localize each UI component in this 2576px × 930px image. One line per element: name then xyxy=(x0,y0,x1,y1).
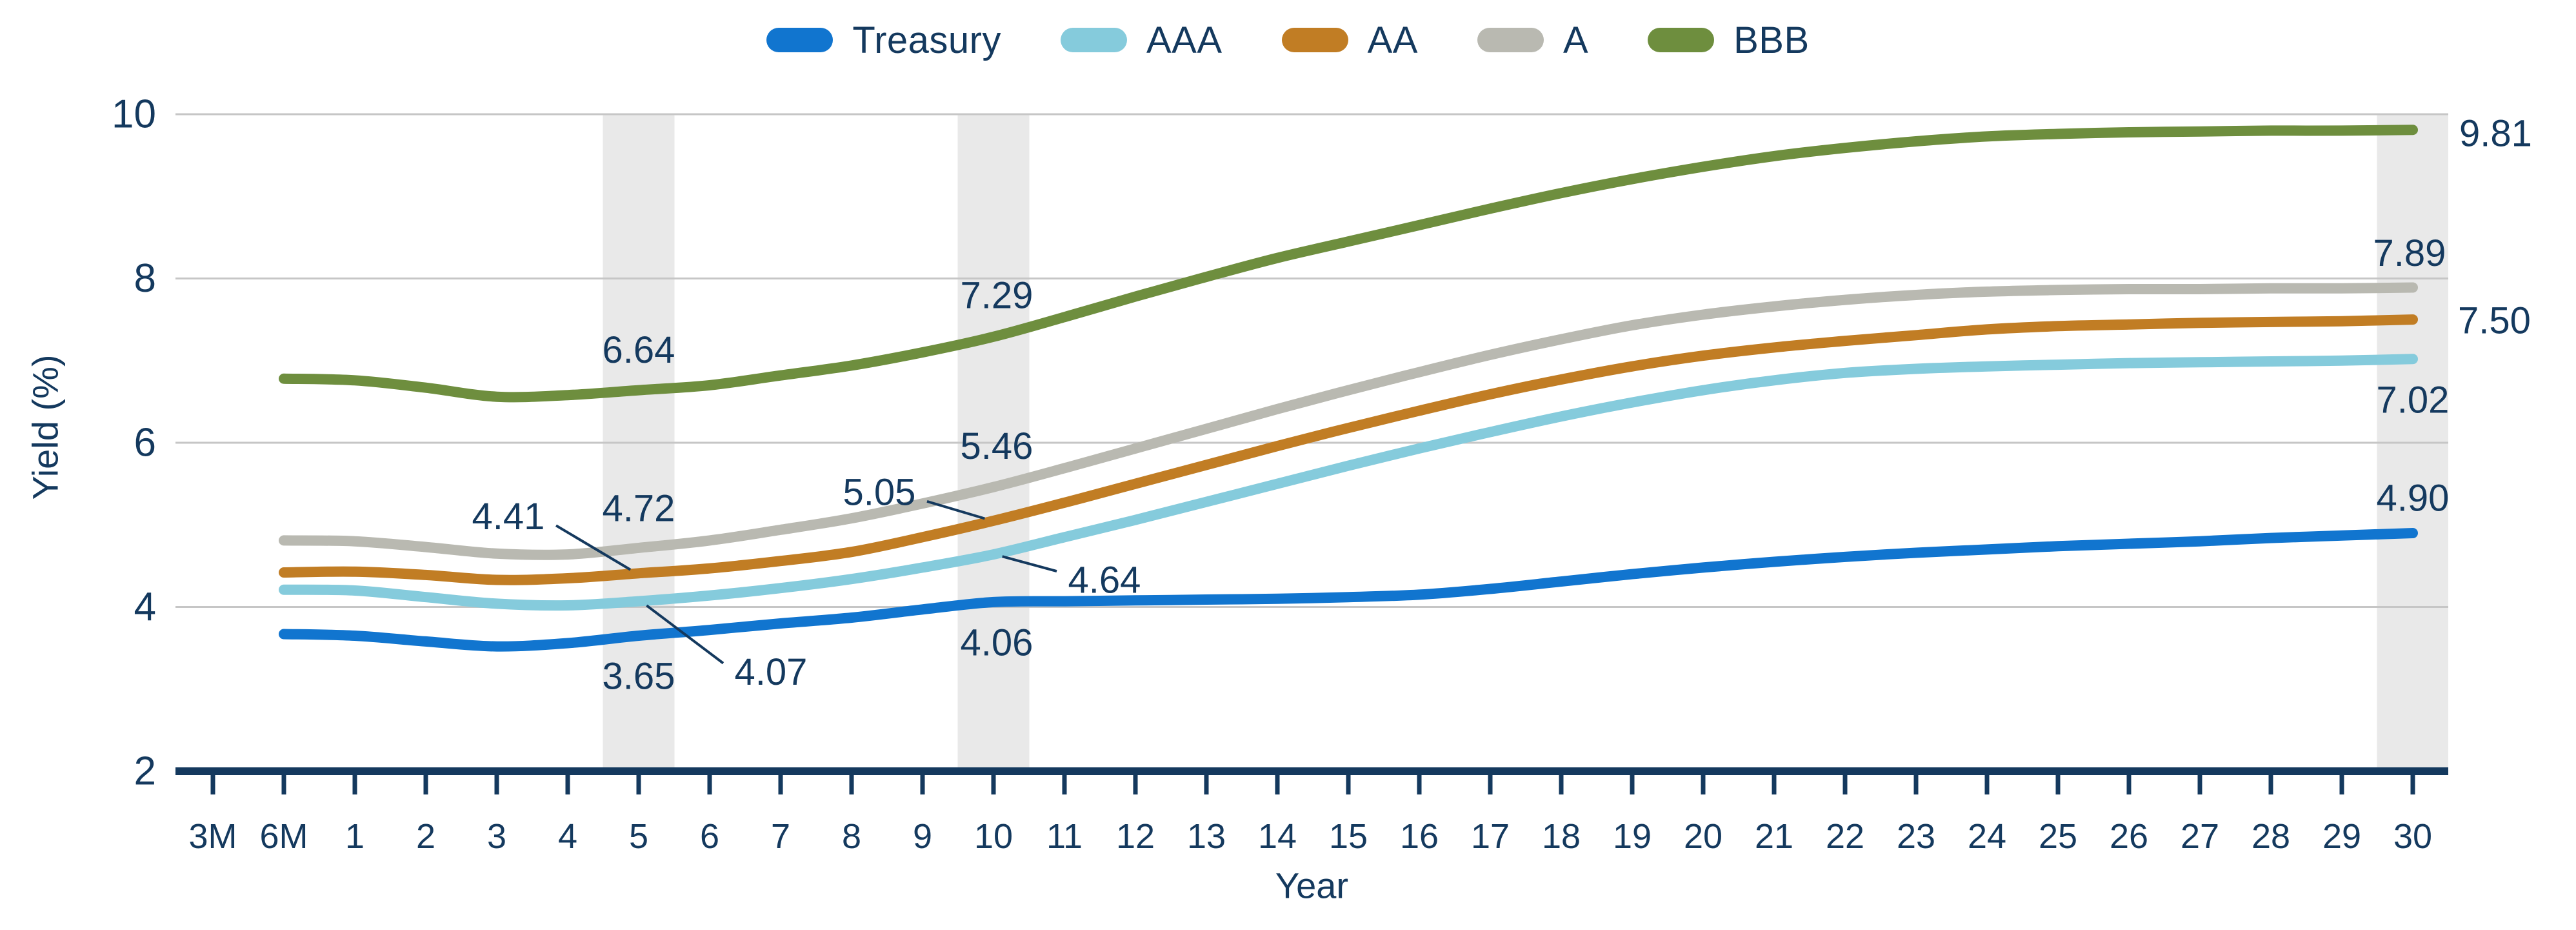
x-tick-label-7: 7 xyxy=(771,817,790,856)
x-tick-label-6: 6 xyxy=(700,817,719,856)
data-label-a-5y: 4.72 xyxy=(603,487,675,529)
x-tick-label-28: 28 xyxy=(2252,817,2290,856)
y-axis-title: Yield (%) xyxy=(25,354,66,500)
x-tick-label-22: 22 xyxy=(1826,817,1864,856)
chart-legend: Treasury AAA AA A BBB xyxy=(0,14,2576,66)
x-tick-label-10: 10 xyxy=(974,817,1013,856)
x-tick-label-6M: 6M xyxy=(259,817,308,856)
x-tick-label-18: 18 xyxy=(1542,817,1581,856)
series-line-treasury xyxy=(279,528,2418,652)
legend-swatch-aaa xyxy=(1061,28,1127,52)
data-label-a-30y: 7.89 xyxy=(2373,232,2446,274)
annotation-leader-aa-5y xyxy=(555,524,632,571)
annotation-leader-aa-10y xyxy=(926,500,985,520)
legend-swatch-treasury xyxy=(766,28,834,52)
x-tick-label-2: 2 xyxy=(416,817,435,856)
y-tick-label-10: 10 xyxy=(112,92,156,137)
data-label-treasury-5y: 3.65 xyxy=(603,656,675,698)
legend-item-aaa: AAA xyxy=(1061,19,1223,62)
legend-label-bbb: BBB xyxy=(1733,19,1810,61)
x-tick-label-16: 16 xyxy=(1400,817,1439,856)
x-tick-label-30: 30 xyxy=(2393,817,2432,856)
x-tick-label-27: 27 xyxy=(2181,817,2219,856)
x-tick-label-13: 13 xyxy=(1187,817,1226,856)
legend-label-treasury: Treasury xyxy=(852,19,1001,61)
x-tick-label-19: 19 xyxy=(1613,817,1652,856)
y-tick-label-6: 6 xyxy=(134,421,156,465)
x-tick-label-25: 25 xyxy=(2039,817,2077,856)
data-label-aaa-5y: 4.07 xyxy=(735,651,808,693)
x-tick-label-8: 8 xyxy=(842,817,861,856)
legend-item-a: A xyxy=(1477,19,1588,62)
x-tick-label-3: 3 xyxy=(487,817,506,856)
x-tick-label-9: 9 xyxy=(913,817,932,856)
x-tick-label-3M: 3M xyxy=(188,817,237,856)
legend-label-aa: AA xyxy=(1367,19,1418,61)
data-label-aaa-10y: 4.64 xyxy=(1068,560,1141,601)
x-tick-label-11: 11 xyxy=(1046,817,1083,856)
x-axis-title: Year xyxy=(1275,865,1348,906)
annotation-leader-aaa-5y xyxy=(646,604,724,665)
y-tick-label-4: 4 xyxy=(134,585,156,629)
legend-item-bbb: BBB xyxy=(1648,19,1810,62)
series-line-a xyxy=(279,282,2418,560)
x-tick-label-15: 15 xyxy=(1329,817,1368,856)
y-tick-label-8: 8 xyxy=(134,256,156,301)
legend-label-aaa: AAA xyxy=(1146,19,1223,61)
x-tick-label-20: 20 xyxy=(1684,817,1722,856)
legend-item-treasury: Treasury xyxy=(766,19,1001,62)
x-tick-label-5: 5 xyxy=(629,817,648,856)
data-label-aa-5y: 4.41 xyxy=(472,496,545,538)
data-label-treasury-30y: 4.90 xyxy=(2377,477,2450,519)
x-tick-label-23: 23 xyxy=(1897,817,1935,856)
x-tick-label-4: 4 xyxy=(558,817,577,856)
annotation-leader-aaa-10y xyxy=(1002,555,1057,572)
data-label-treasury-10y: 4.06 xyxy=(961,622,1033,663)
series-line-aa xyxy=(279,314,2418,585)
data-label-aa-10y: 5.05 xyxy=(843,471,916,513)
legend-label-a: A xyxy=(1563,19,1589,61)
data-label-bbb-30y: 9.81 xyxy=(2459,113,2532,155)
x-tick-label-24: 24 xyxy=(1968,817,2006,856)
series-line-aaa xyxy=(279,354,2418,611)
series-line-bbb xyxy=(279,125,2418,403)
legend-swatch-a xyxy=(1477,28,1544,52)
x-tick-label-12: 12 xyxy=(1116,817,1155,856)
x-tick-label-14: 14 xyxy=(1258,817,1297,856)
data-label-bbb-10y: 7.29 xyxy=(961,274,1033,316)
x-tick-label-1: 1 xyxy=(345,817,364,856)
legend-item-aa: AA xyxy=(1281,19,1418,62)
data-label-aa-30y: 7.50 xyxy=(2458,300,2531,342)
x-tick-label-21: 21 xyxy=(1755,817,1793,856)
data-label-a-10y: 5.46 xyxy=(961,425,1033,467)
x-tick-label-29: 29 xyxy=(2322,817,2361,856)
x-tick-label-26: 26 xyxy=(2110,817,2148,856)
legend-swatch-aa xyxy=(1281,28,1348,52)
y-tick-label-2: 2 xyxy=(134,749,156,794)
legend-swatch-bbb xyxy=(1648,28,1715,52)
data-label-aaa-30y: 7.02 xyxy=(2377,379,2450,421)
data-label-bbb-5y: 6.64 xyxy=(603,329,675,371)
x-tick-label-17: 17 xyxy=(1471,817,1510,856)
